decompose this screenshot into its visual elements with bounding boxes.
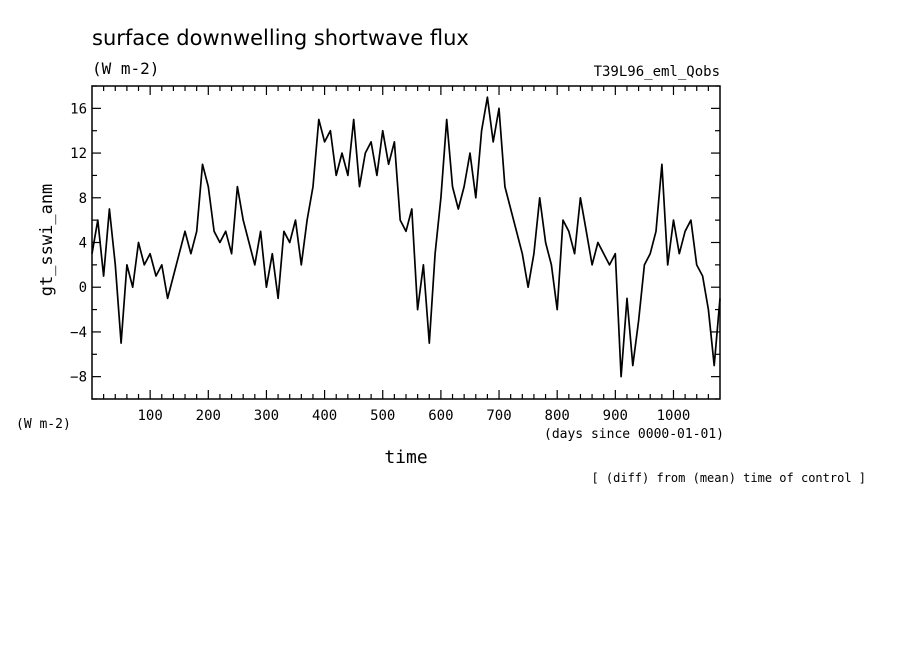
x-tick-label: 400 [312, 408, 337, 424]
x-axis-label: time [384, 447, 427, 468]
y-tick-label: −8 [70, 370, 87, 386]
x-axis: 100 200 300 400 500 600 700 800 900 1000 [103, 86, 709, 424]
plot-frame [91, 85, 721, 400]
x-tick-label: 500 [370, 408, 395, 424]
plot-area: 100 200 300 400 500 600 700 800 900 1000 16 12 8 4 0 −… [70, 85, 721, 424]
x-tick-label: 800 [545, 408, 570, 424]
x-tick-label: 600 [428, 408, 453, 424]
y-axis-label: gt_sswi_anm [37, 184, 57, 297]
comparison-note: [ (diff) from (mean) time of control ] [591, 471, 866, 485]
chart-units: (W m-2) [92, 59, 159, 78]
chart-title: surface downwelling shortwave flux [92, 26, 469, 50]
x-tick-label: 100 [137, 408, 162, 424]
run-label: T39L96_eml_Qobs [594, 64, 720, 80]
x-units-label: (days since 0000-01-01) [544, 427, 724, 442]
x-tick-label: 1000 [657, 408, 691, 424]
series-line [91, 96, 721, 378]
y-tick-label: −4 [70, 325, 87, 341]
y-axis: 16 12 8 4 0 −4 −8 [70, 85, 720, 400]
y-tick-label: 16 [70, 101, 87, 117]
x-tick-label: 300 [254, 408, 279, 424]
y-tick-label: 8 [79, 191, 87, 207]
x-tick-label: 700 [486, 408, 511, 424]
y-tick-label: 0 [79, 280, 87, 296]
x-tick-label: 900 [603, 408, 628, 424]
y-tick-label: 12 [70, 146, 87, 162]
y-units-label: (W m-2) [16, 417, 71, 432]
y-tick-label: 4 [79, 236, 87, 252]
x-tick-label: 200 [196, 408, 221, 424]
